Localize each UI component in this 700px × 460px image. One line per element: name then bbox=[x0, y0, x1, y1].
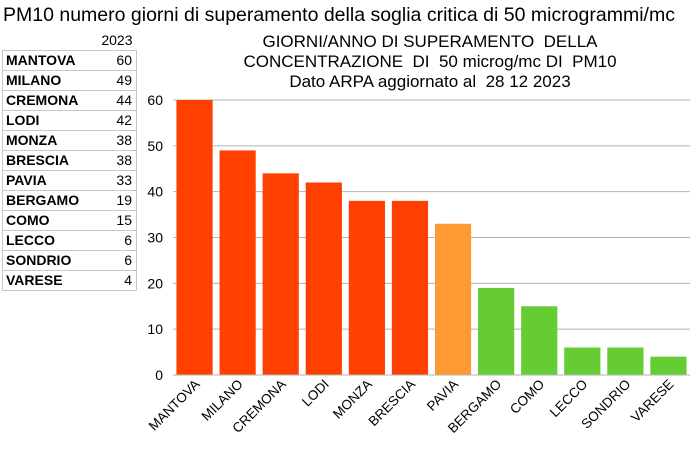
table-city-cell: PAVIA bbox=[2, 170, 92, 191]
x-tick-label: VARESE bbox=[628, 377, 677, 426]
bar bbox=[564, 347, 601, 375]
chart-title-line-3: Dato ARPA aggiornato al 28 12 2023 bbox=[289, 72, 571, 91]
y-tick-label: 0 bbox=[155, 367, 163, 383]
table-row: LECCO 6 bbox=[2, 230, 137, 251]
table-row: PAVIA 33 bbox=[2, 170, 137, 191]
y-tick-label: 60 bbox=[147, 92, 163, 108]
table-year-header: 2023 bbox=[101, 32, 133, 48]
bar bbox=[521, 306, 558, 375]
data-table: 2023 MANTOVA 60 MILANO 49 CREMONA 44 LODI 42 MONZ… bbox=[2, 31, 137, 291]
x-tick-label: COMO bbox=[507, 377, 547, 417]
x-tick-label: BRESCIA bbox=[366, 377, 419, 430]
y-tick-label: 50 bbox=[147, 138, 163, 154]
table-row: BRESCIA 38 bbox=[2, 150, 137, 171]
table-value-cell: 19 bbox=[92, 190, 137, 211]
y-tick-label: 20 bbox=[147, 275, 163, 291]
chart-title-line-1: GIORNI/ANNO DI SUPERAMENTO DELLA bbox=[262, 32, 598, 51]
x-tick-label: PAVIA bbox=[424, 377, 461, 414]
table-city-cell: BRESCIA bbox=[2, 150, 92, 171]
x-tick-label: LECCO bbox=[547, 377, 590, 420]
table-value-cell: 49 bbox=[92, 70, 137, 91]
bar bbox=[650, 356, 687, 375]
table-row: MONZA 38 bbox=[2, 130, 137, 151]
y-tick-label: 30 bbox=[147, 230, 163, 246]
sheet-title: PM10 numero giorni di superamento della … bbox=[3, 4, 675, 26]
table-header-row: 2023 bbox=[3, 31, 137, 51]
bar bbox=[219, 150, 256, 375]
table-row: MANTOVA 60 bbox=[2, 50, 137, 71]
x-tick-label: MANTOVA bbox=[146, 377, 203, 434]
bar bbox=[434, 223, 472, 375]
table-city-cell: VARESE bbox=[2, 270, 92, 291]
table-row: BERGAMO 19 bbox=[2, 190, 137, 211]
bar bbox=[348, 200, 385, 375]
bar bbox=[262, 173, 299, 375]
chart-title-line-2: CONCENTRAZIONE DI 50 microg/mc DI PM10 bbox=[243, 52, 617, 71]
table-row: SONDRIO 6 bbox=[2, 250, 137, 271]
bar bbox=[176, 100, 213, 375]
table-row: VARESE 4 bbox=[2, 270, 137, 291]
bar bbox=[478, 287, 515, 375]
y-tick-label: 40 bbox=[147, 184, 163, 200]
table-city-cell: MONZA bbox=[2, 130, 92, 151]
table-value-cell: 4 bbox=[92, 270, 137, 291]
bar bbox=[391, 200, 429, 375]
table-value-cell: 44 bbox=[92, 90, 137, 111]
bar bbox=[305, 182, 342, 375]
table-city-cell: SONDRIO bbox=[2, 250, 92, 271]
table-value-cell: 42 bbox=[92, 110, 137, 131]
bar bbox=[607, 347, 644, 375]
x-tick-label: LODI bbox=[299, 377, 332, 410]
table-row: CREMONA 44 bbox=[2, 90, 137, 111]
table-city-cell: LODI bbox=[2, 110, 92, 131]
table-row: LODI 42 bbox=[2, 110, 137, 131]
table-city-cell: BERGAMO bbox=[2, 190, 92, 211]
chart-title: GIORNI/ANNO DI SUPERAMENTO DELLA CONCENT… bbox=[170, 32, 690, 92]
y-tick-label: 10 bbox=[147, 321, 163, 337]
